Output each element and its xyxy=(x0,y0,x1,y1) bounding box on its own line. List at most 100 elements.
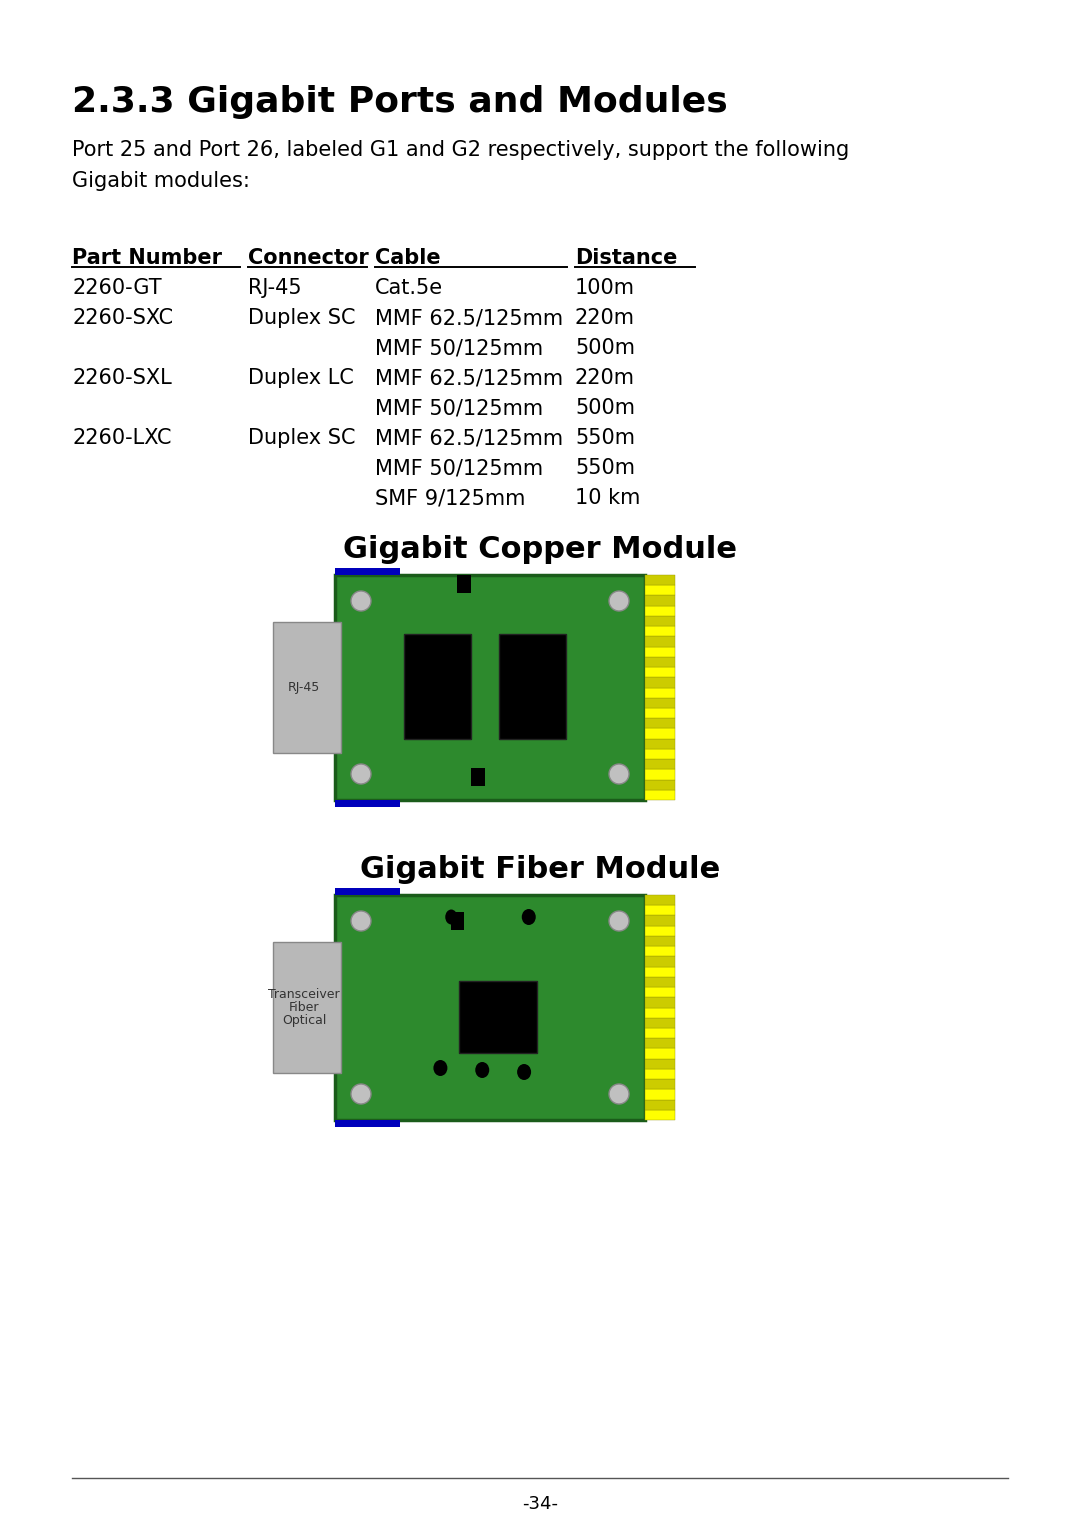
Text: Connector: Connector xyxy=(248,247,368,267)
Bar xyxy=(645,1007,675,1017)
Bar xyxy=(645,616,675,626)
Bar xyxy=(645,718,675,729)
Text: 2260-SXC: 2260-SXC xyxy=(72,307,173,327)
Text: Duplex LC: Duplex LC xyxy=(248,367,354,387)
Bar xyxy=(645,895,675,905)
Ellipse shape xyxy=(445,910,457,924)
Bar xyxy=(459,981,537,1053)
Bar xyxy=(499,633,566,739)
Text: Part Number: Part Number xyxy=(72,247,222,267)
Text: Fiber: Fiber xyxy=(288,1001,320,1014)
Bar xyxy=(645,1110,675,1120)
Circle shape xyxy=(609,911,629,931)
Bar xyxy=(645,647,675,656)
Circle shape xyxy=(609,592,629,612)
Text: MMF 50/125mm: MMF 50/125mm xyxy=(375,458,543,478)
Text: RJ-45: RJ-45 xyxy=(248,278,301,298)
Bar xyxy=(335,1120,400,1127)
Circle shape xyxy=(351,1084,372,1104)
Text: 550m: 550m xyxy=(575,458,635,478)
Bar xyxy=(645,575,675,586)
Bar xyxy=(458,575,472,593)
Text: Gigabit Copper Module: Gigabit Copper Module xyxy=(343,535,737,564)
Bar xyxy=(645,998,675,1007)
Bar xyxy=(645,749,675,759)
Bar xyxy=(645,956,675,967)
Text: 2.3.3 Gigabit Ports and Modules: 2.3.3 Gigabit Ports and Modules xyxy=(72,85,728,118)
Text: Transceiver: Transceiver xyxy=(268,988,340,1001)
Bar xyxy=(645,678,675,687)
Text: SMF 9/125mm: SMF 9/125mm xyxy=(375,489,525,509)
Text: 100m: 100m xyxy=(575,278,635,298)
Text: Duplex SC: Duplex SC xyxy=(248,427,355,447)
Bar xyxy=(404,633,471,739)
Text: Cat.5e: Cat.5e xyxy=(375,278,443,298)
Bar xyxy=(645,1048,675,1059)
Bar xyxy=(645,595,675,606)
Bar xyxy=(645,687,675,698)
Ellipse shape xyxy=(475,1062,489,1077)
Text: Distance: Distance xyxy=(575,247,677,267)
Bar xyxy=(645,698,675,709)
Bar xyxy=(335,799,400,807)
Bar xyxy=(335,575,645,799)
Bar xyxy=(645,936,675,947)
Bar xyxy=(645,739,675,749)
Text: MMF 62.5/125mm: MMF 62.5/125mm xyxy=(375,367,563,387)
Bar xyxy=(645,1079,675,1090)
Bar xyxy=(645,1037,675,1048)
Text: 550m: 550m xyxy=(575,427,635,447)
Text: 500m: 500m xyxy=(575,338,635,358)
Bar xyxy=(335,895,645,1120)
Text: 2260-LXC: 2260-LXC xyxy=(72,427,172,447)
Text: 220m: 220m xyxy=(575,307,635,327)
Bar xyxy=(645,947,675,956)
Bar xyxy=(645,667,675,678)
Text: MMF 62.5/125mm: MMF 62.5/125mm xyxy=(375,427,563,447)
Bar xyxy=(645,1017,675,1028)
Circle shape xyxy=(351,764,372,784)
Bar xyxy=(645,1090,675,1099)
Bar xyxy=(645,1059,675,1068)
Text: Port 25 and Port 26, labeled G1 and G2 respectively, support the following
Gigab: Port 25 and Port 26, labeled G1 and G2 r… xyxy=(72,140,849,191)
Bar xyxy=(645,626,675,636)
Bar xyxy=(645,759,675,770)
Bar xyxy=(645,978,675,987)
Bar xyxy=(273,622,341,753)
Text: Duplex SC: Duplex SC xyxy=(248,307,355,327)
Text: Cable: Cable xyxy=(375,247,441,267)
Bar xyxy=(645,925,675,936)
Ellipse shape xyxy=(517,1064,531,1081)
Text: MMF 50/125mm: MMF 50/125mm xyxy=(375,398,543,418)
Circle shape xyxy=(351,911,372,931)
Circle shape xyxy=(351,592,372,612)
Ellipse shape xyxy=(433,1061,447,1076)
Bar xyxy=(645,967,675,978)
Bar xyxy=(645,790,675,799)
Text: RJ-45: RJ-45 xyxy=(288,681,320,695)
Bar xyxy=(335,569,400,575)
Circle shape xyxy=(609,1084,629,1104)
Bar xyxy=(645,905,675,916)
Text: Gigabit Fiber Module: Gigabit Fiber Module xyxy=(360,855,720,884)
Bar xyxy=(645,987,675,998)
Text: 2260-SXL: 2260-SXL xyxy=(72,367,172,387)
Bar xyxy=(645,779,675,790)
Bar xyxy=(645,606,675,616)
Bar xyxy=(645,916,675,925)
Bar xyxy=(645,709,675,718)
Bar xyxy=(645,586,675,595)
Bar xyxy=(273,942,341,1073)
Text: MMF 62.5/125mm: MMF 62.5/125mm xyxy=(375,307,563,327)
Bar xyxy=(471,768,485,785)
Bar xyxy=(335,888,400,895)
Bar xyxy=(645,1099,675,1110)
Bar xyxy=(451,911,464,930)
Bar xyxy=(645,770,675,779)
Bar xyxy=(645,1068,675,1079)
Text: -34-: -34- xyxy=(522,1496,558,1512)
Bar xyxy=(645,729,675,739)
Text: 500m: 500m xyxy=(575,398,635,418)
Text: 2260-GT: 2260-GT xyxy=(72,278,162,298)
Ellipse shape xyxy=(522,908,536,925)
